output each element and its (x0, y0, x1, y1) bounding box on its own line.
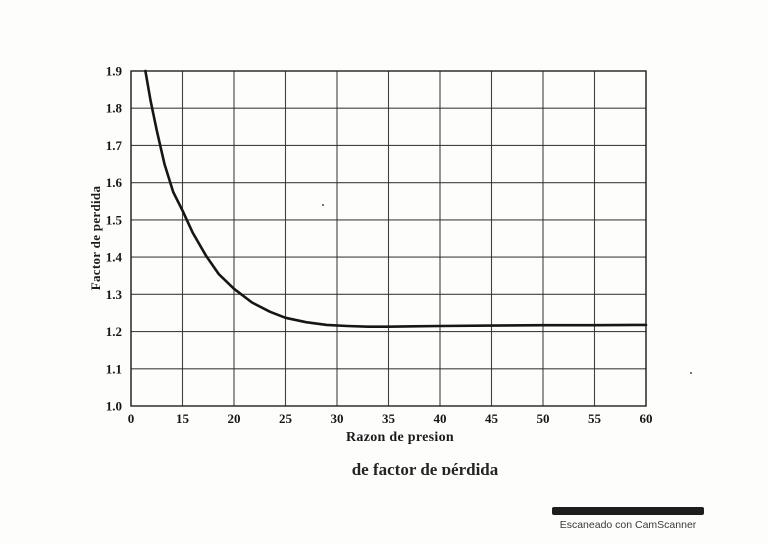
figure-caption: de factor de pérdida (300, 462, 550, 475)
y-tick-label: 1.1 (106, 361, 122, 376)
x-tick-label: 60 (640, 411, 653, 426)
x-tick-label: 30 (331, 411, 344, 426)
x-tick-label: 20 (228, 411, 241, 426)
watermark-bar (552, 507, 704, 515)
y-tick-label: 1.3 (106, 287, 123, 302)
y-tick-label: 1.8 (106, 101, 123, 116)
y-tick-label: 1.4 (106, 250, 123, 265)
y-tick-label: 1.6 (106, 175, 123, 190)
y-tick-label: 1.0 (106, 399, 122, 414)
scan-speck (690, 372, 692, 374)
loss-factor-curve (144, 69, 648, 329)
figure-caption-text: de factor de pérdida (351, 462, 499, 475)
y-tick-label: 1.5 (106, 212, 123, 227)
y-tick-label: 1.9 (106, 64, 123, 79)
x-tick-label: 0 (128, 411, 135, 426)
plot-border (130, 70, 647, 407)
scan-speck (322, 204, 324, 206)
y-tick-label: 1.7 (106, 138, 123, 153)
x-tick-label: 35 (382, 411, 396, 426)
x-tick-label: 25 (279, 411, 293, 426)
watermark-text: Escaneado con CamScanner (559, 519, 697, 531)
x-axis-title: Razon de presion (346, 430, 454, 445)
x-tick-label: 50 (537, 411, 550, 426)
x-tick-label: 55 (588, 411, 602, 426)
camscanner-watermark: Escaneado con CamScanner (548, 507, 708, 531)
x-tick-label: 15 (176, 411, 190, 426)
y-axis-title: Factor de perdida (88, 185, 103, 291)
x-tick-label: 40 (434, 411, 447, 426)
x-tick-label: 45 (485, 411, 499, 426)
y-tick-label: 1.2 (106, 324, 122, 339)
